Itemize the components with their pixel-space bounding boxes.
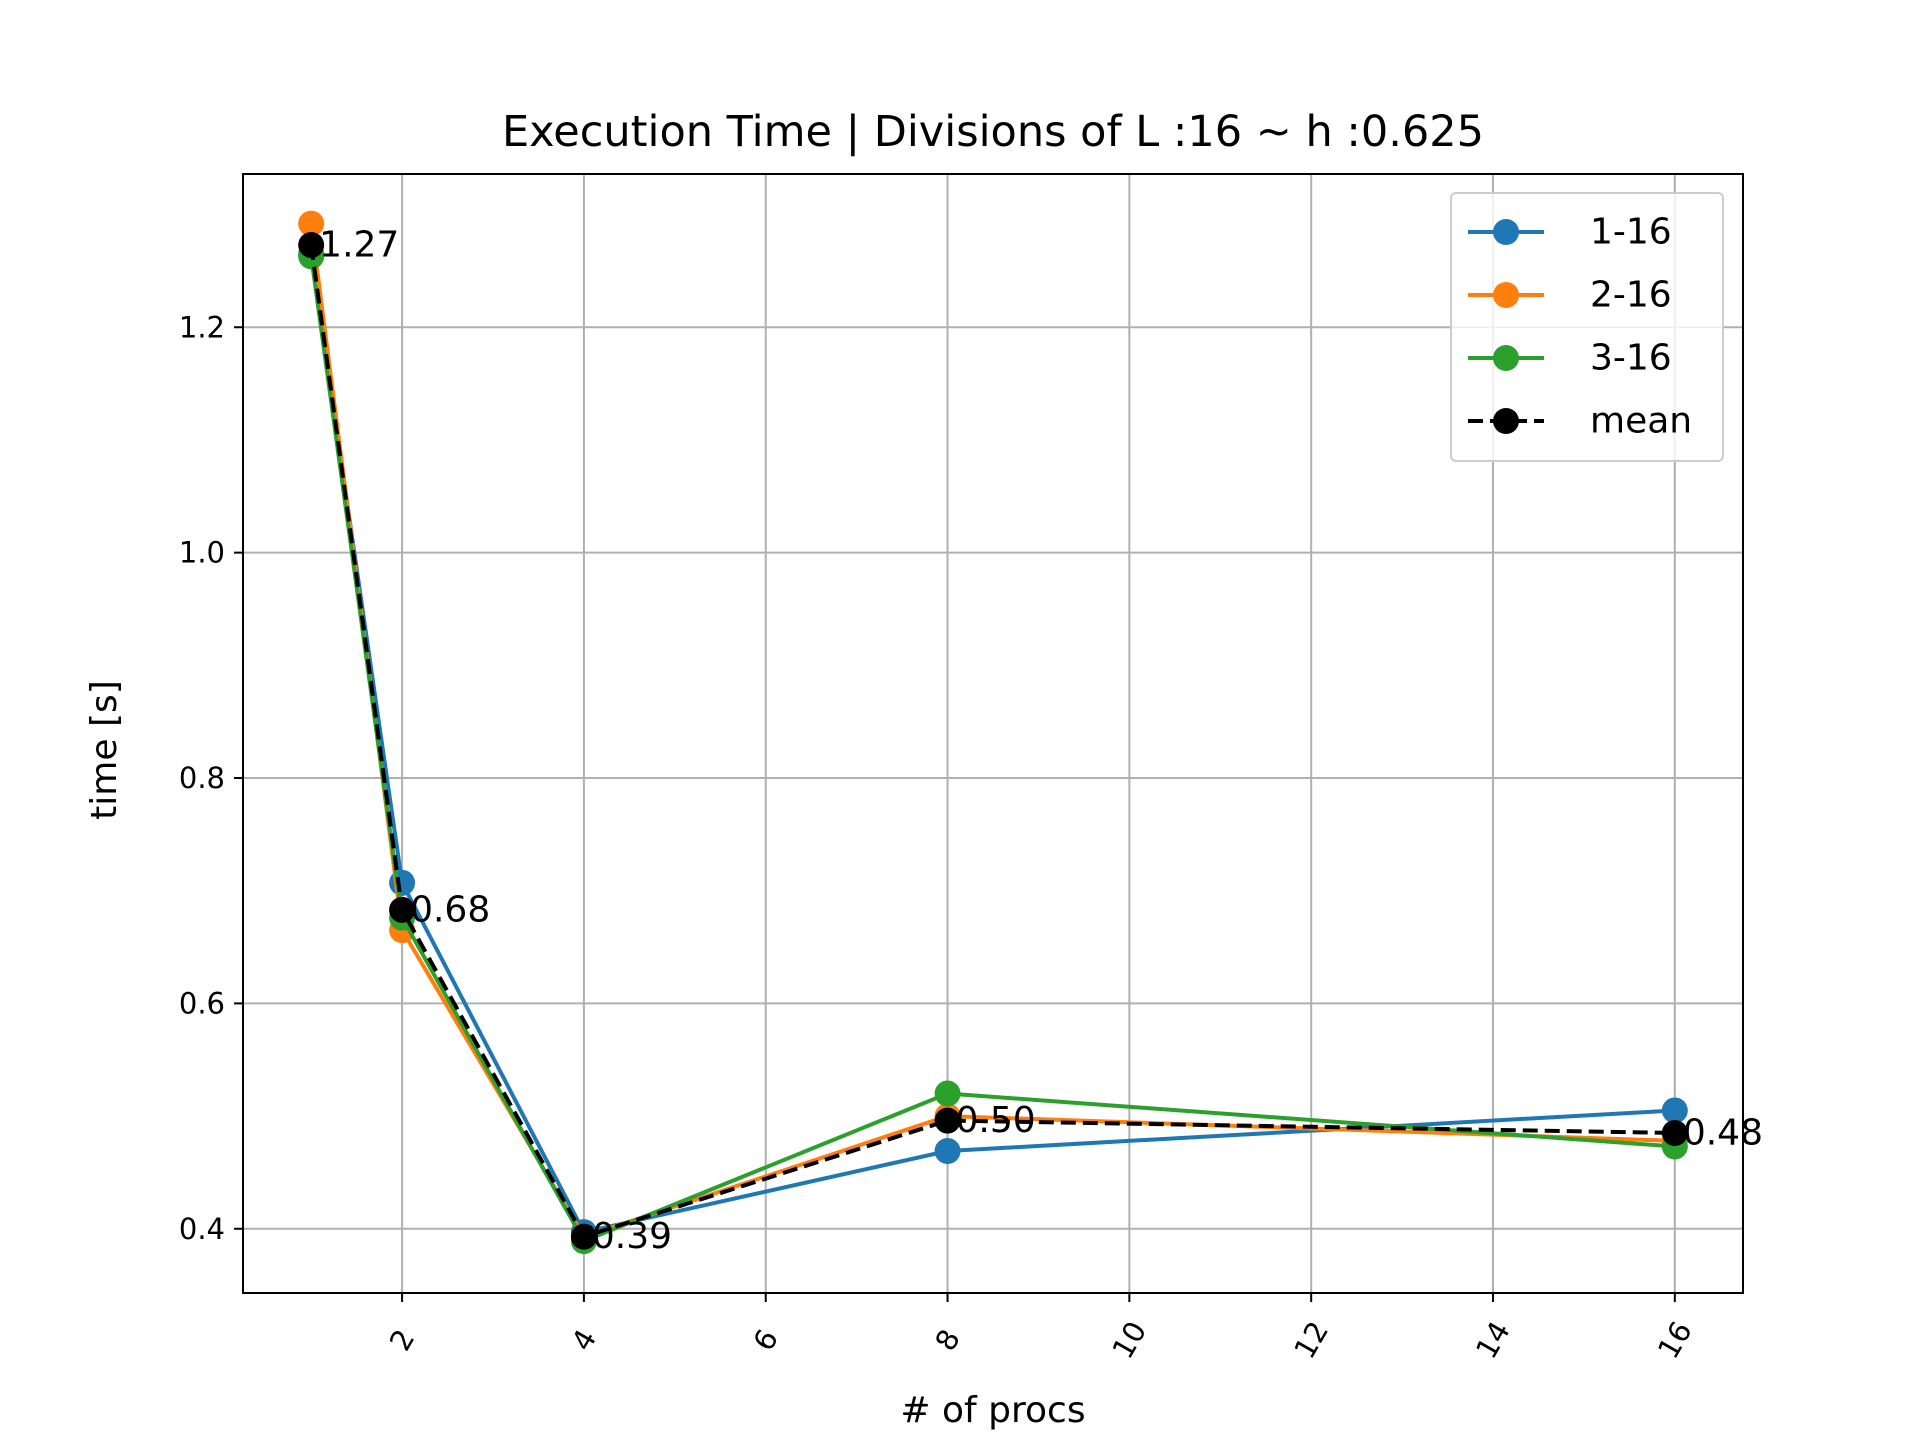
legend-marker bbox=[1493, 345, 1519, 371]
series-lines bbox=[298, 210, 1688, 1255]
data-label: 0.68 bbox=[410, 889, 490, 930]
legend-item: 1-16 bbox=[1468, 212, 1672, 253]
y-tick-label: 0.4 bbox=[179, 1212, 225, 1246]
y-axis-label: time [s] bbox=[84, 680, 125, 820]
series-mean bbox=[298, 231, 1688, 1250]
y-tick-label: 0.8 bbox=[179, 761, 225, 795]
chart-title: Execution Time | Divisions of L :16 ~ h … bbox=[502, 107, 1484, 157]
data-label: 0.48 bbox=[1683, 1112, 1763, 1153]
legend-label: 2-16 bbox=[1590, 275, 1672, 316]
data-point bbox=[934, 1107, 961, 1134]
data-point bbox=[389, 896, 416, 923]
legend-item: 2-16 bbox=[1468, 275, 1672, 316]
y-tick-label: 1.0 bbox=[179, 536, 225, 570]
data-point bbox=[934, 1080, 961, 1107]
legend: 1-16 2-16 3-16 mean bbox=[1450, 192, 1724, 462]
plot-frame bbox=[242, 173, 1744, 1294]
legend-item: 3-16 bbox=[1468, 338, 1672, 379]
legend-label: 1-16 bbox=[1590, 212, 1672, 253]
legend-marker bbox=[1493, 408, 1519, 434]
annotations: 1.27 0.68 0.39 0.50 0.48 bbox=[319, 224, 1763, 1257]
data-point bbox=[298, 210, 325, 237]
data-label: 0.39 bbox=[592, 1216, 672, 1257]
x-axis-label: # of procs bbox=[900, 1390, 1085, 1431]
y-tick-label: 0.6 bbox=[179, 986, 225, 1020]
legend-label: 3-16 bbox=[1590, 338, 1672, 379]
data-label: 1.27 bbox=[319, 224, 399, 265]
legend-box bbox=[1450, 192, 1724, 462]
legend-marker bbox=[1493, 219, 1519, 245]
data-point bbox=[298, 231, 325, 258]
legend-item: mean bbox=[1468, 401, 1692, 442]
data-label: 0.50 bbox=[956, 1100, 1036, 1141]
data-point bbox=[570, 1223, 597, 1250]
data-point bbox=[934, 1138, 961, 1165]
data-point bbox=[1661, 1097, 1688, 1124]
legend-label: mean bbox=[1590, 401, 1692, 442]
data-point bbox=[1661, 1119, 1688, 1146]
y-tick-label: 1.2 bbox=[179, 310, 225, 344]
legend-marker bbox=[1493, 282, 1519, 308]
